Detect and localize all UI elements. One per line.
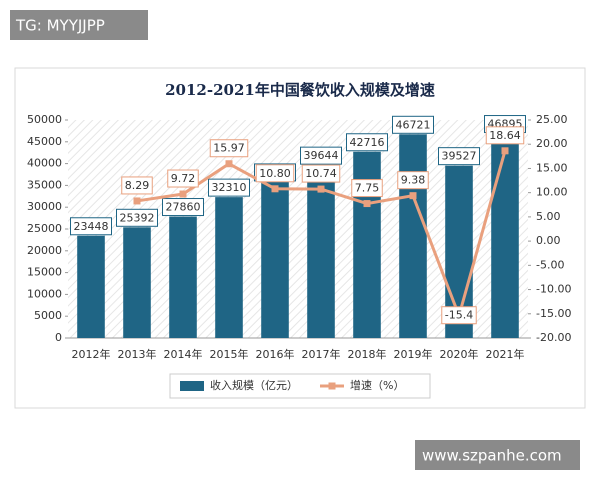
bar-label: 39644 xyxy=(304,149,339,162)
x-tick-label: 2021年 xyxy=(486,347,525,361)
label-box xyxy=(167,169,199,188)
label-box xyxy=(438,147,480,166)
label-box xyxy=(346,133,388,152)
line-label: 18.64 xyxy=(489,129,521,142)
y-tick-label: 40000 xyxy=(27,157,62,170)
label-box xyxy=(209,139,249,158)
y-tick-label: 5000 xyxy=(34,309,62,322)
x-tick-label: 2014年 xyxy=(164,347,203,361)
line-point xyxy=(501,147,509,155)
bar-label: 25392 xyxy=(120,211,155,224)
legend-swatch xyxy=(328,382,336,390)
bar xyxy=(399,134,427,338)
line-label: 9.72 xyxy=(171,172,196,185)
y2-tick-label: 25.00 xyxy=(536,113,568,126)
chart-title: 2012-2021年中国餐饮收入规模及增速 xyxy=(165,81,435,99)
bar xyxy=(77,235,105,338)
bar-label: 46721 xyxy=(396,118,431,131)
y2-tick-label: 10.00 xyxy=(536,186,568,199)
label-box xyxy=(301,164,341,183)
x-tick-label: 2016年 xyxy=(256,347,295,361)
label-box xyxy=(70,217,112,236)
y2-tick-label: 20.00 xyxy=(536,137,568,150)
x-tick-label: 2018年 xyxy=(348,347,387,361)
line-point xyxy=(179,190,187,198)
label-box xyxy=(397,171,429,190)
y-tick-label: 10000 xyxy=(27,287,62,300)
label-box xyxy=(162,198,204,217)
y2-tick-label: -15.00 xyxy=(536,307,571,320)
label-box xyxy=(351,179,383,198)
line-point xyxy=(271,185,279,193)
bar-label: 27860 xyxy=(166,201,201,214)
bar xyxy=(491,133,519,338)
line-label: 15.97 xyxy=(213,142,245,155)
label-box xyxy=(441,306,477,325)
label-box xyxy=(208,178,250,197)
y-tick-label: 20000 xyxy=(27,244,62,257)
legend-swatch xyxy=(180,381,204,391)
y2-tick-label: 0.00 xyxy=(536,234,561,247)
y-tick-label: 25000 xyxy=(27,222,62,235)
x-tick-label: 2020年 xyxy=(440,347,479,361)
y-tick-label: 15000 xyxy=(27,266,62,279)
y2-tick-label: -20.00 xyxy=(536,331,571,344)
watermark-box xyxy=(10,10,148,40)
x-tick-label: 2019年 xyxy=(394,347,433,361)
watermark: www.szpanhe.com xyxy=(422,447,562,465)
bar-label: 39527 xyxy=(442,150,477,163)
label-box xyxy=(485,126,525,145)
bar xyxy=(307,165,335,338)
line-point xyxy=(409,192,417,200)
y-tick-label: 50000 xyxy=(27,113,62,126)
line-point xyxy=(225,160,233,168)
label-box xyxy=(392,115,434,134)
label-box xyxy=(116,208,158,227)
y2-tick-label: 5.00 xyxy=(536,210,561,223)
x-tick-label: 2015年 xyxy=(210,347,249,361)
y-tick-label: 35000 xyxy=(27,178,62,191)
y2-tick-label: -10.00 xyxy=(536,283,571,296)
bar xyxy=(123,227,151,338)
watermark: TG: MYYJJPP xyxy=(15,17,105,35)
bar-label: 23448 xyxy=(74,220,109,233)
y-tick-label: 45000 xyxy=(27,135,62,148)
line-label: 9.38 xyxy=(401,174,426,187)
legend-label: 收入规模（亿元） xyxy=(210,378,298,392)
line-label: 10.80 xyxy=(259,167,291,180)
bar xyxy=(261,181,289,338)
y2-tick-label: 15.00 xyxy=(536,161,568,174)
x-tick-label: 2012年 xyxy=(72,347,111,361)
bar xyxy=(215,197,243,338)
line-label: 7.75 xyxy=(355,182,380,195)
line-point xyxy=(317,185,325,193)
line-label: 10.74 xyxy=(305,167,337,180)
bar-label: 42716 xyxy=(350,136,385,149)
legend-frame xyxy=(169,373,431,399)
watermark-box xyxy=(415,440,580,470)
line-label: -15.4 xyxy=(445,309,473,322)
y2-tick-label: -5.00 xyxy=(536,258,564,271)
label-box xyxy=(300,146,342,165)
x-tick-label: 2017年 xyxy=(302,347,341,361)
line-point xyxy=(363,200,371,208)
bar-label: 32310 xyxy=(212,181,247,194)
x-tick-label: 2013年 xyxy=(118,347,157,361)
label-box xyxy=(255,164,295,183)
label-box xyxy=(121,176,153,195)
line-point xyxy=(133,197,141,205)
y-tick-label: 30000 xyxy=(27,200,62,213)
line-label: 8.29 xyxy=(125,179,150,192)
legend-label: 增速（%） xyxy=(350,378,404,392)
bar xyxy=(169,216,197,338)
y-tick-label: 0 xyxy=(55,331,62,344)
